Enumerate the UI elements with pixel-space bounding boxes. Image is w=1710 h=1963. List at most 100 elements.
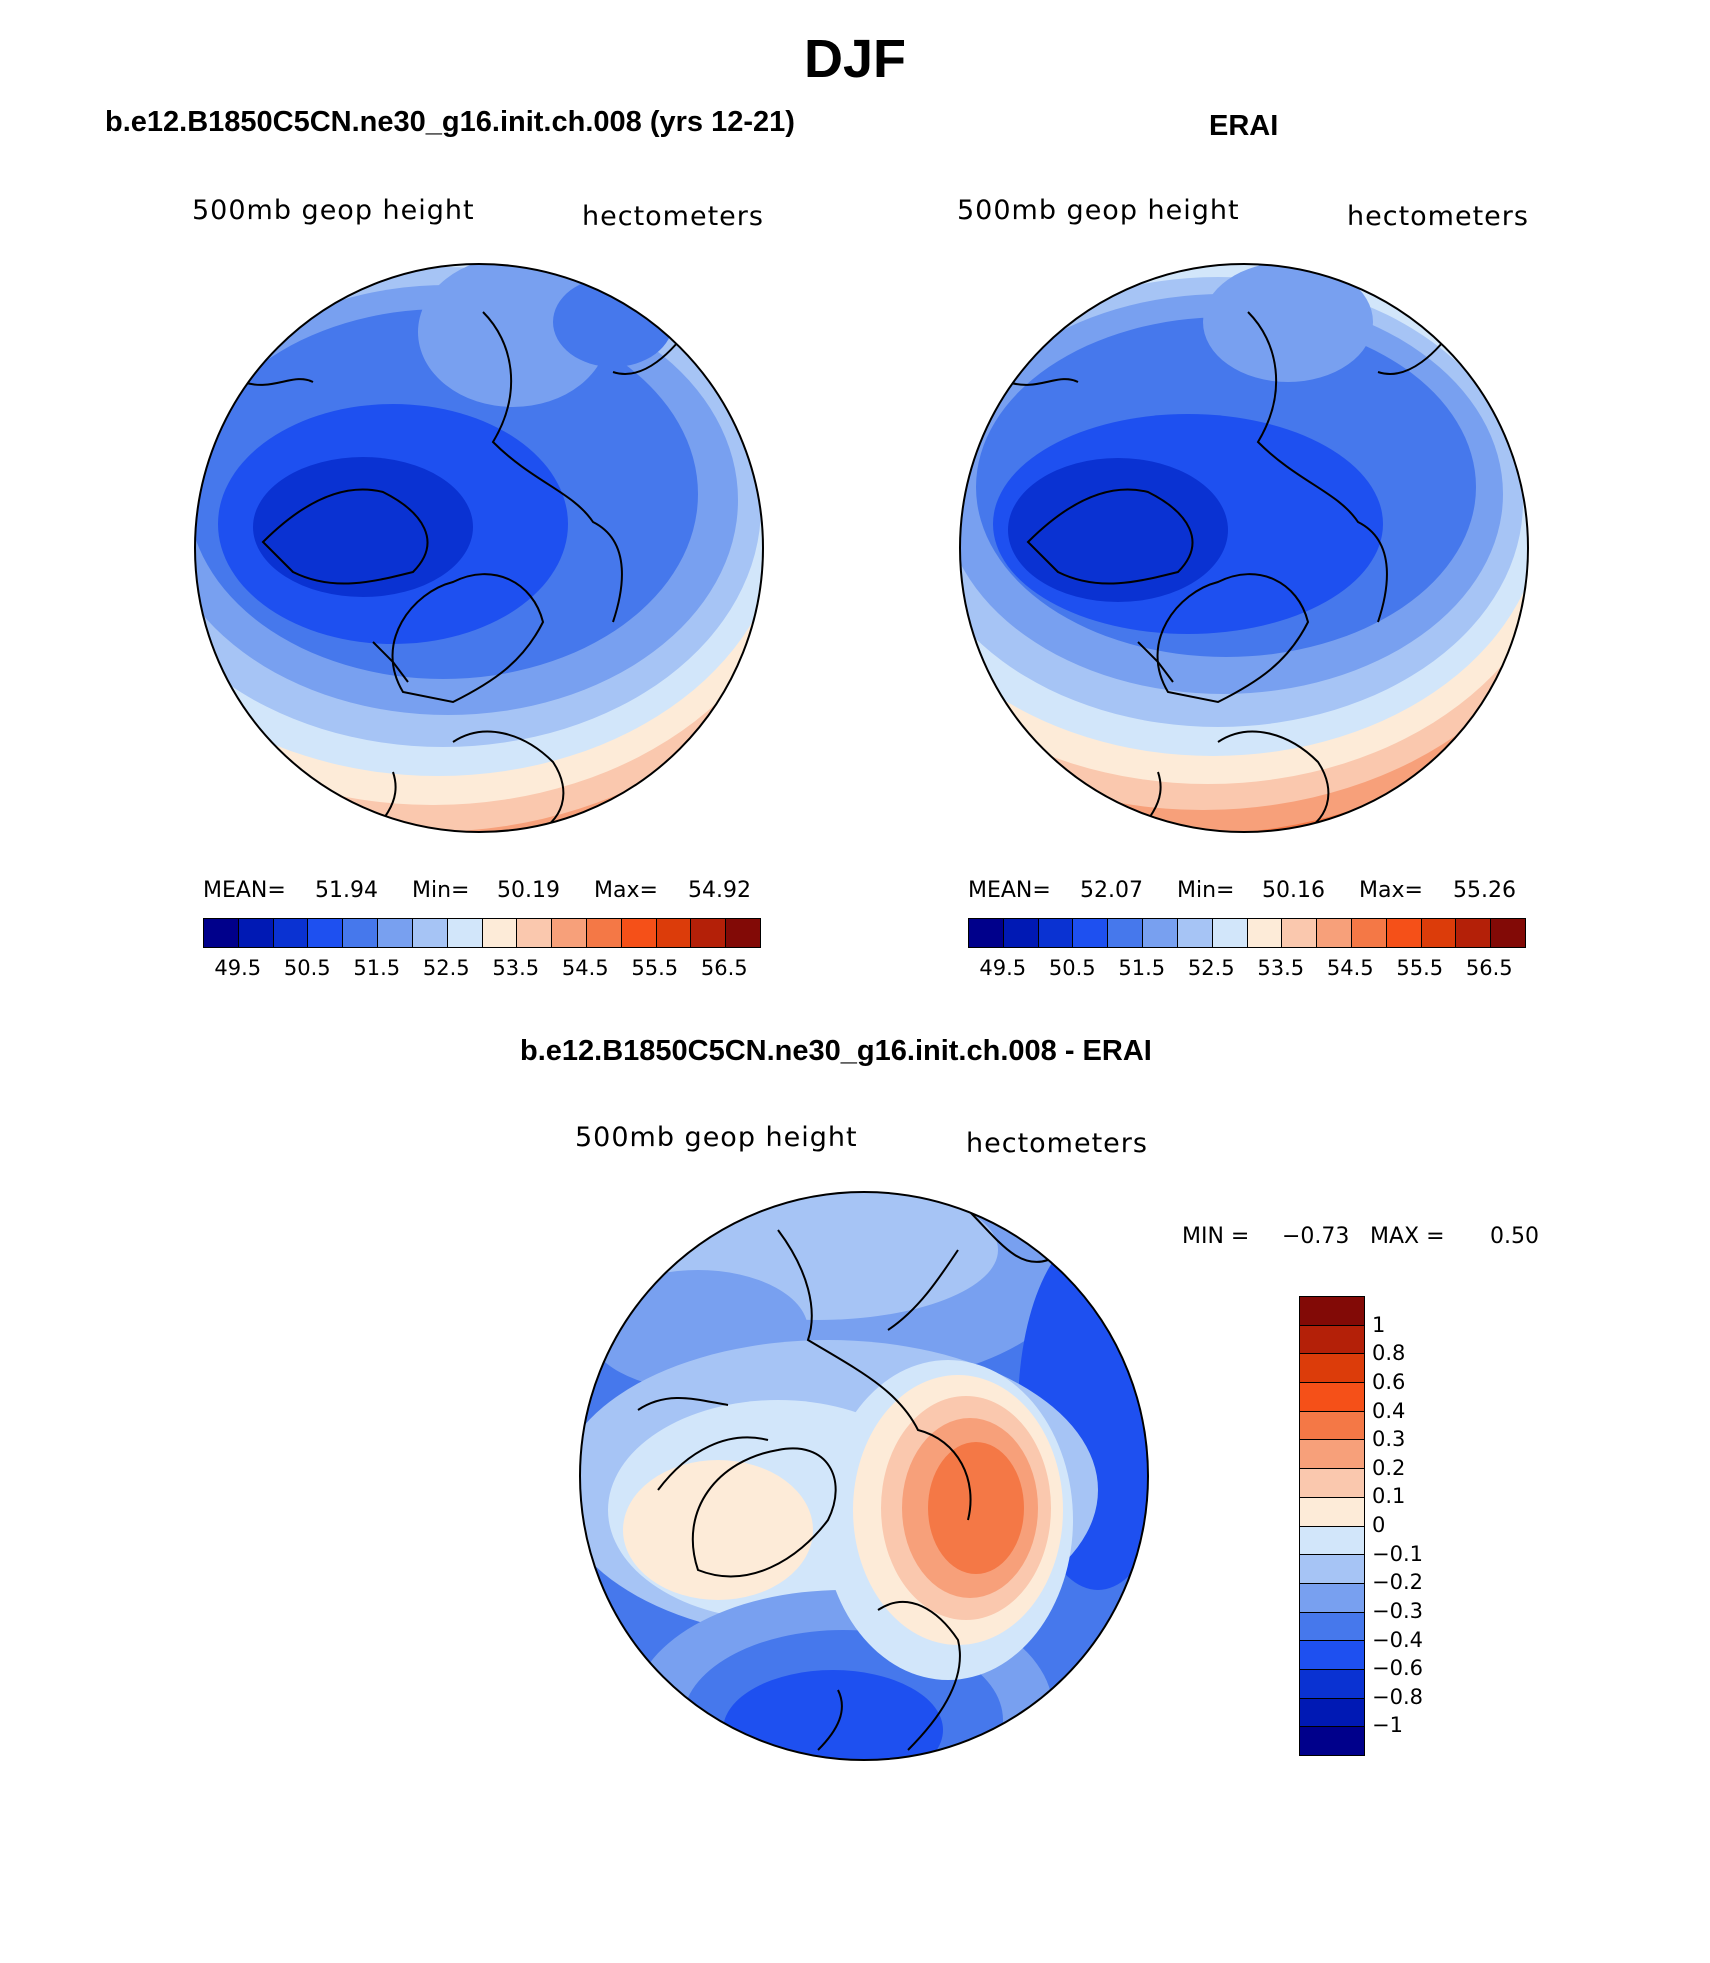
panel-diff-min-label: MIN =: [1182, 1224, 1250, 1249]
colorbar-swatch: [1300, 1526, 1364, 1556]
colorbar-swatch: [1421, 919, 1457, 947]
panel-obs-min-value: 50.16: [1262, 878, 1325, 903]
colorbar-tick-label: −0.6: [1372, 1656, 1423, 1681]
colorbar-swatch: [1038, 919, 1074, 947]
panel-obs-title: ERAI: [1209, 110, 1279, 142]
colorbar-tick-label: 56.5: [700, 956, 748, 980]
colorbar-swatch: [1300, 1469, 1364, 1498]
colorbar-swatch: [1300, 1325, 1364, 1355]
colorbar-swatch: [482, 919, 518, 947]
panel-model-mean-label: MEAN=: [203, 878, 286, 903]
colorbar-swatch: [1300, 1698, 1364, 1728]
colorbar-swatch: [969, 919, 1004, 947]
colorbar-tick-label: −0.4: [1372, 1627, 1423, 1652]
colorbar-swatch: [238, 919, 274, 947]
colorbar-tick-label: 49.5: [214, 956, 262, 980]
colorbar-swatch: [1247, 919, 1283, 947]
panel-obs-min-label: Min=: [1177, 878, 1235, 903]
panel-obs-max-value: 55.26: [1453, 878, 1516, 903]
colorbar-swatch: [1300, 1727, 1364, 1755]
panel-model-min-label: Min=: [412, 878, 470, 903]
colorbar-swatch: [447, 919, 483, 947]
colorbar-tick-label: 0.1: [1372, 1484, 1406, 1509]
colorbar-tick-label: 0.6: [1372, 1369, 1406, 1394]
colorbar-tick-label: 0.8: [1372, 1341, 1406, 1366]
colorbar-swatch: [1300, 1612, 1364, 1642]
panel-diff-polar-map: [579, 1191, 1149, 1761]
colorbar-swatch: [1300, 1555, 1364, 1584]
colorbar-tick-label: 51.5: [353, 956, 401, 980]
colorbar-swatch: [1108, 919, 1144, 947]
colorbar-swatch: [1351, 919, 1387, 947]
colorbar-swatch: [1300, 1641, 1364, 1670]
colorbar-swatch: [656, 919, 692, 947]
colorbar-swatch: [1491, 919, 1525, 947]
colorbar-tick-label: 49.5: [979, 956, 1027, 980]
panel-model-polar-map: [194, 263, 764, 833]
panel-diff-min-value: −0.73: [1282, 1224, 1350, 1249]
colorbar-tick-label: −0.1: [1372, 1541, 1423, 1566]
colorbar-swatch: [1143, 919, 1178, 947]
panel-model-title: b.e12.B1850C5CN.ne30_g16.init.ch.008 (yr…: [105, 106, 795, 138]
colorbar-tick-label: −0.2: [1372, 1570, 1423, 1595]
panel-model-mean-value: 51.94: [315, 878, 378, 903]
panel-diff-max-label: MAX =: [1370, 1224, 1445, 1249]
colorbar-swatch: [621, 919, 657, 947]
colorbar-swatch: [1300, 1669, 1364, 1699]
colorbar-tick-label: −0.8: [1372, 1684, 1423, 1709]
colorbar-swatch: [1300, 1354, 1364, 1384]
colorbar-tick-label: 0.3: [1372, 1427, 1406, 1452]
colorbar-tick-label: 0: [1372, 1513, 1386, 1537]
colorbar-swatch: [1300, 1411, 1364, 1441]
colorbar-swatch: [1212, 919, 1248, 947]
panel-model-min-value: 50.19: [497, 878, 560, 903]
colorbar-tick-label: 51.5: [1118, 956, 1166, 980]
colorbar-tick-label: 55.5: [631, 956, 679, 980]
colorbar-swatch: [1073, 919, 1109, 947]
colorbar-swatch: [1300, 1383, 1364, 1412]
panel-model-units: hectometers: [582, 201, 764, 232]
colorbar-swatch: [1386, 919, 1422, 947]
panel-obs-colorbar: [968, 918, 1526, 948]
panel-model-variable: 500mb geop height: [192, 195, 475, 226]
colorbar-swatch: [1317, 919, 1352, 947]
panel-obs-mean-label: MEAN=: [968, 878, 1051, 903]
colorbar-tick-label: 55.5: [1396, 956, 1444, 980]
colorbar-tick-label: −0.3: [1372, 1598, 1423, 1623]
colorbar-tick-label: 0.2: [1372, 1455, 1406, 1480]
colorbar-tick-label: 53.5: [1257, 956, 1305, 980]
colorbar-swatch: [308, 919, 344, 947]
colorbar-swatch: [273, 919, 309, 947]
colorbar-swatch: [726, 919, 760, 947]
panel-obs-variable: 500mb geop height: [957, 195, 1240, 226]
colorbar-swatch: [691, 919, 727, 947]
colorbar-swatch: [517, 919, 553, 947]
colorbar-tick-label: 0.4: [1372, 1398, 1406, 1423]
colorbar-swatch: [1300, 1583, 1364, 1613]
panel-obs-mean-value: 52.07: [1080, 878, 1143, 903]
colorbar-swatch: [1300, 1440, 1364, 1470]
colorbar-tick-label: 53.5: [492, 956, 540, 980]
panel-diff-variable: 500mb geop height: [575, 1122, 858, 1153]
colorbar-swatch: [552, 919, 587, 947]
figure-title: DJF: [803, 29, 906, 89]
colorbar-tick-label: −1: [1372, 1713, 1403, 1738]
panel-obs-units: hectometers: [1347, 201, 1529, 232]
colorbar-swatch: [378, 919, 413, 947]
panel-diff-colorbar: [1299, 1296, 1365, 1756]
colorbar-swatch: [343, 919, 379, 947]
colorbar-tick-label: 56.5: [1465, 956, 1513, 980]
colorbar-swatch: [1300, 1497, 1364, 1527]
panel-diff-units: hectometers: [966, 1128, 1148, 1159]
panel-diff-max-value: 0.50: [1490, 1224, 1539, 1249]
panel-diff-title: b.e12.B1850C5CN.ne30_g16.init.ch.008 - E…: [520, 1035, 1152, 1067]
panel-model-colorbar: [203, 918, 761, 948]
colorbar-tick-label: 52.5: [1187, 956, 1235, 980]
colorbar-tick-label: 52.5: [422, 956, 470, 980]
panel-model-max-value: 54.92: [688, 878, 751, 903]
panel-model-max-label: Max=: [594, 878, 658, 903]
colorbar-tick-label: 54.5: [561, 956, 609, 980]
panel-obs-max-label: Max=: [1359, 878, 1423, 903]
colorbar-swatch: [1003, 919, 1039, 947]
colorbar-swatch: [1282, 919, 1318, 947]
